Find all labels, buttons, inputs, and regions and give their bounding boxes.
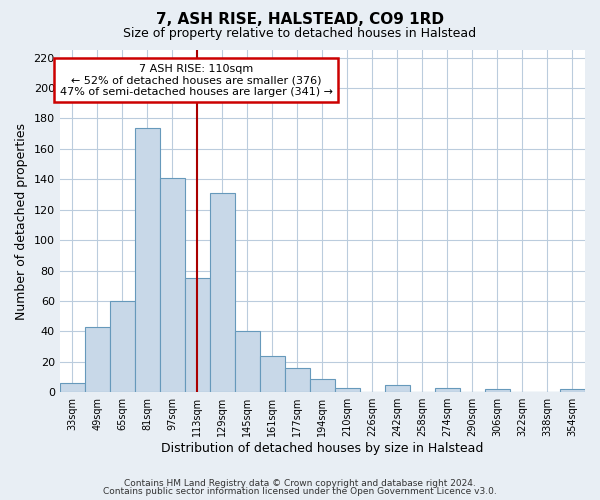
Bar — [185, 278, 210, 392]
Bar — [485, 389, 510, 392]
Bar — [110, 301, 135, 392]
Bar — [435, 388, 460, 392]
X-axis label: Distribution of detached houses by size in Halstead: Distribution of detached houses by size … — [161, 442, 484, 455]
Text: Size of property relative to detached houses in Halstead: Size of property relative to detached ho… — [124, 28, 476, 40]
Bar — [135, 128, 160, 392]
Text: 7, ASH RISE, HALSTEAD, CO9 1RD: 7, ASH RISE, HALSTEAD, CO9 1RD — [156, 12, 444, 28]
Bar — [310, 378, 335, 392]
Y-axis label: Number of detached properties: Number of detached properties — [15, 122, 28, 320]
Bar — [210, 193, 235, 392]
Bar — [285, 368, 310, 392]
Bar — [59, 383, 85, 392]
Text: 7 ASH RISE: 110sqm
← 52% of detached houses are smaller (376)
47% of semi-detach: 7 ASH RISE: 110sqm ← 52% of detached hou… — [60, 64, 333, 97]
Bar — [235, 332, 260, 392]
Bar — [160, 178, 185, 392]
Bar — [385, 384, 410, 392]
Bar — [260, 356, 285, 392]
Bar — [335, 388, 360, 392]
Bar — [560, 389, 585, 392]
Bar — [85, 327, 110, 392]
Text: Contains public sector information licensed under the Open Government Licence v3: Contains public sector information licen… — [103, 487, 497, 496]
Text: Contains HM Land Registry data © Crown copyright and database right 2024.: Contains HM Land Registry data © Crown c… — [124, 478, 476, 488]
